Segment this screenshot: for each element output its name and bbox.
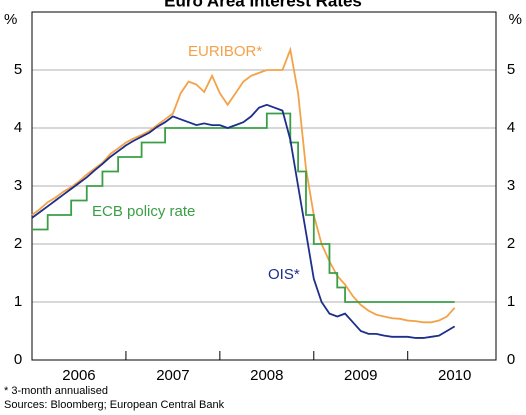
footnote: * 3-month annualised xyxy=(4,385,108,397)
y-tick-label: 5 xyxy=(14,61,22,78)
y2-tick-label: 1 xyxy=(507,293,515,310)
y2-tick-label: 2 xyxy=(507,235,515,252)
chart-title: Euro Area Interest Rates xyxy=(164,0,362,10)
x-tick-label: 2007 xyxy=(156,367,189,384)
y-tick-label: 3 xyxy=(14,177,22,194)
source: Sources: Bloomberg; European Central Ban… xyxy=(4,399,225,411)
y2-tick-label: 4 xyxy=(507,119,515,136)
series-line xyxy=(31,103,456,339)
y2-tick-label: 3 xyxy=(507,177,515,194)
series-label: OIS* xyxy=(268,266,300,283)
y-tick-label: 4 xyxy=(14,119,22,136)
y-tick-label: 1 xyxy=(14,293,22,310)
y2-tick-label: 5 xyxy=(507,61,515,78)
y-unit-right: % xyxy=(509,11,522,28)
series-label: EURIBOR* xyxy=(188,43,262,60)
series-line xyxy=(32,112,455,303)
y-tick-label: 0 xyxy=(14,351,22,368)
x-tick-label: 2010 xyxy=(438,367,471,384)
y2-tick-label: 0 xyxy=(507,351,515,368)
x-tick-label: 2006 xyxy=(62,367,95,384)
plot-frame xyxy=(31,11,497,361)
series-label: ECB policy rate xyxy=(92,203,195,220)
y-unit-left: % xyxy=(4,11,17,28)
y-tick-label: 2 xyxy=(14,235,22,252)
x-tick-label: 2008 xyxy=(250,367,283,384)
x-tick-label: 2009 xyxy=(344,367,377,384)
